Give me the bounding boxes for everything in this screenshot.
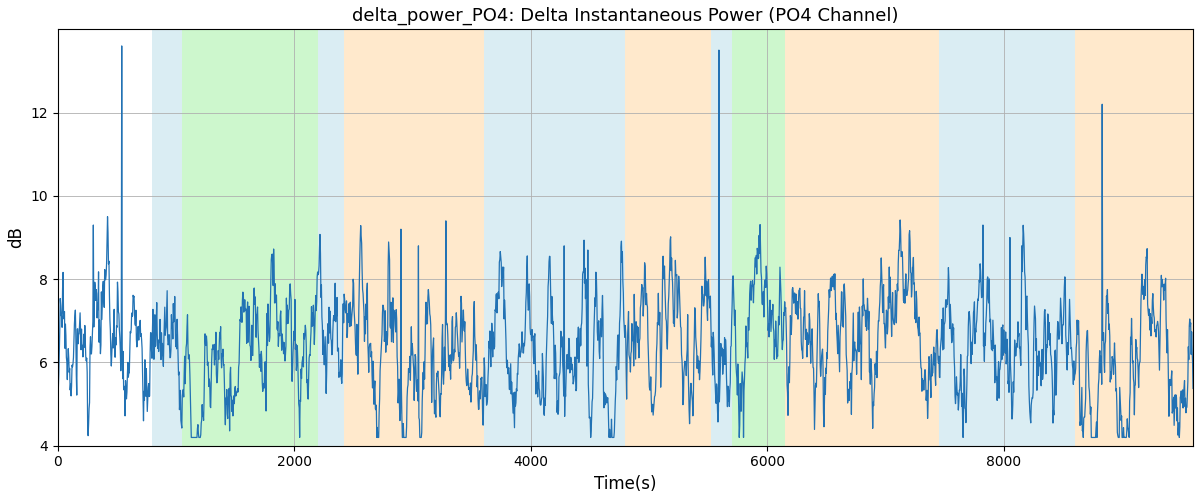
Bar (938, 30, 1045, 446)
Bar (344, 30, 484, 446)
Bar (625, 30, 710, 446)
Bar (732, 30, 785, 446)
Bar (182, 30, 318, 446)
Bar (318, 30, 344, 446)
Bar (152, 30, 182, 446)
X-axis label: Time(s): Time(s) (594, 475, 656, 493)
Y-axis label: dB: dB (7, 226, 25, 248)
Bar (785, 30, 938, 446)
Bar (1075, 30, 1193, 446)
Bar (1045, 30, 1075, 446)
Bar (710, 30, 732, 446)
Bar (484, 30, 625, 446)
Title: delta_power_PO4: Delta Instantaneous Power (PO4 Channel): delta_power_PO4: Delta Instantaneous Pow… (353, 7, 899, 25)
